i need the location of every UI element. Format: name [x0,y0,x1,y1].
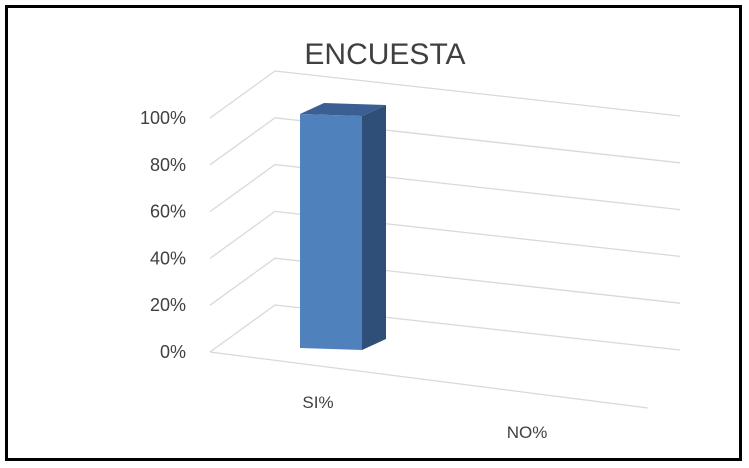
gridline [209,257,681,306]
gridline [209,117,681,166]
gridline [209,304,681,353]
chart-title: ENCUESTA [304,38,465,71]
x-category-label: SI% [302,393,333,412]
gridline [209,70,681,119]
bar-side-face [362,105,386,350]
y-tick-label: 80% [150,155,186,175]
x-category-label: NO% [507,423,548,442]
y-tick-label: 0% [160,342,186,362]
y-tick-label: 60% [150,202,186,222]
bar-top-face [300,103,386,116]
y-tick-label: 20% [150,295,186,315]
bars [300,103,386,350]
bar-front-face [300,114,362,350]
y-axis-ticks: 0% 20% 40% 60% 80% 100% [140,108,186,362]
bar [300,103,386,350]
gridline [209,163,681,213]
gridline [209,210,681,259]
y-tick-label: 100% [140,108,186,128]
y-tick-label: 40% [150,248,186,268]
floor-edge [209,351,649,409]
x-axis-categories: SI% NO% [302,393,547,442]
gridlines [209,70,681,409]
